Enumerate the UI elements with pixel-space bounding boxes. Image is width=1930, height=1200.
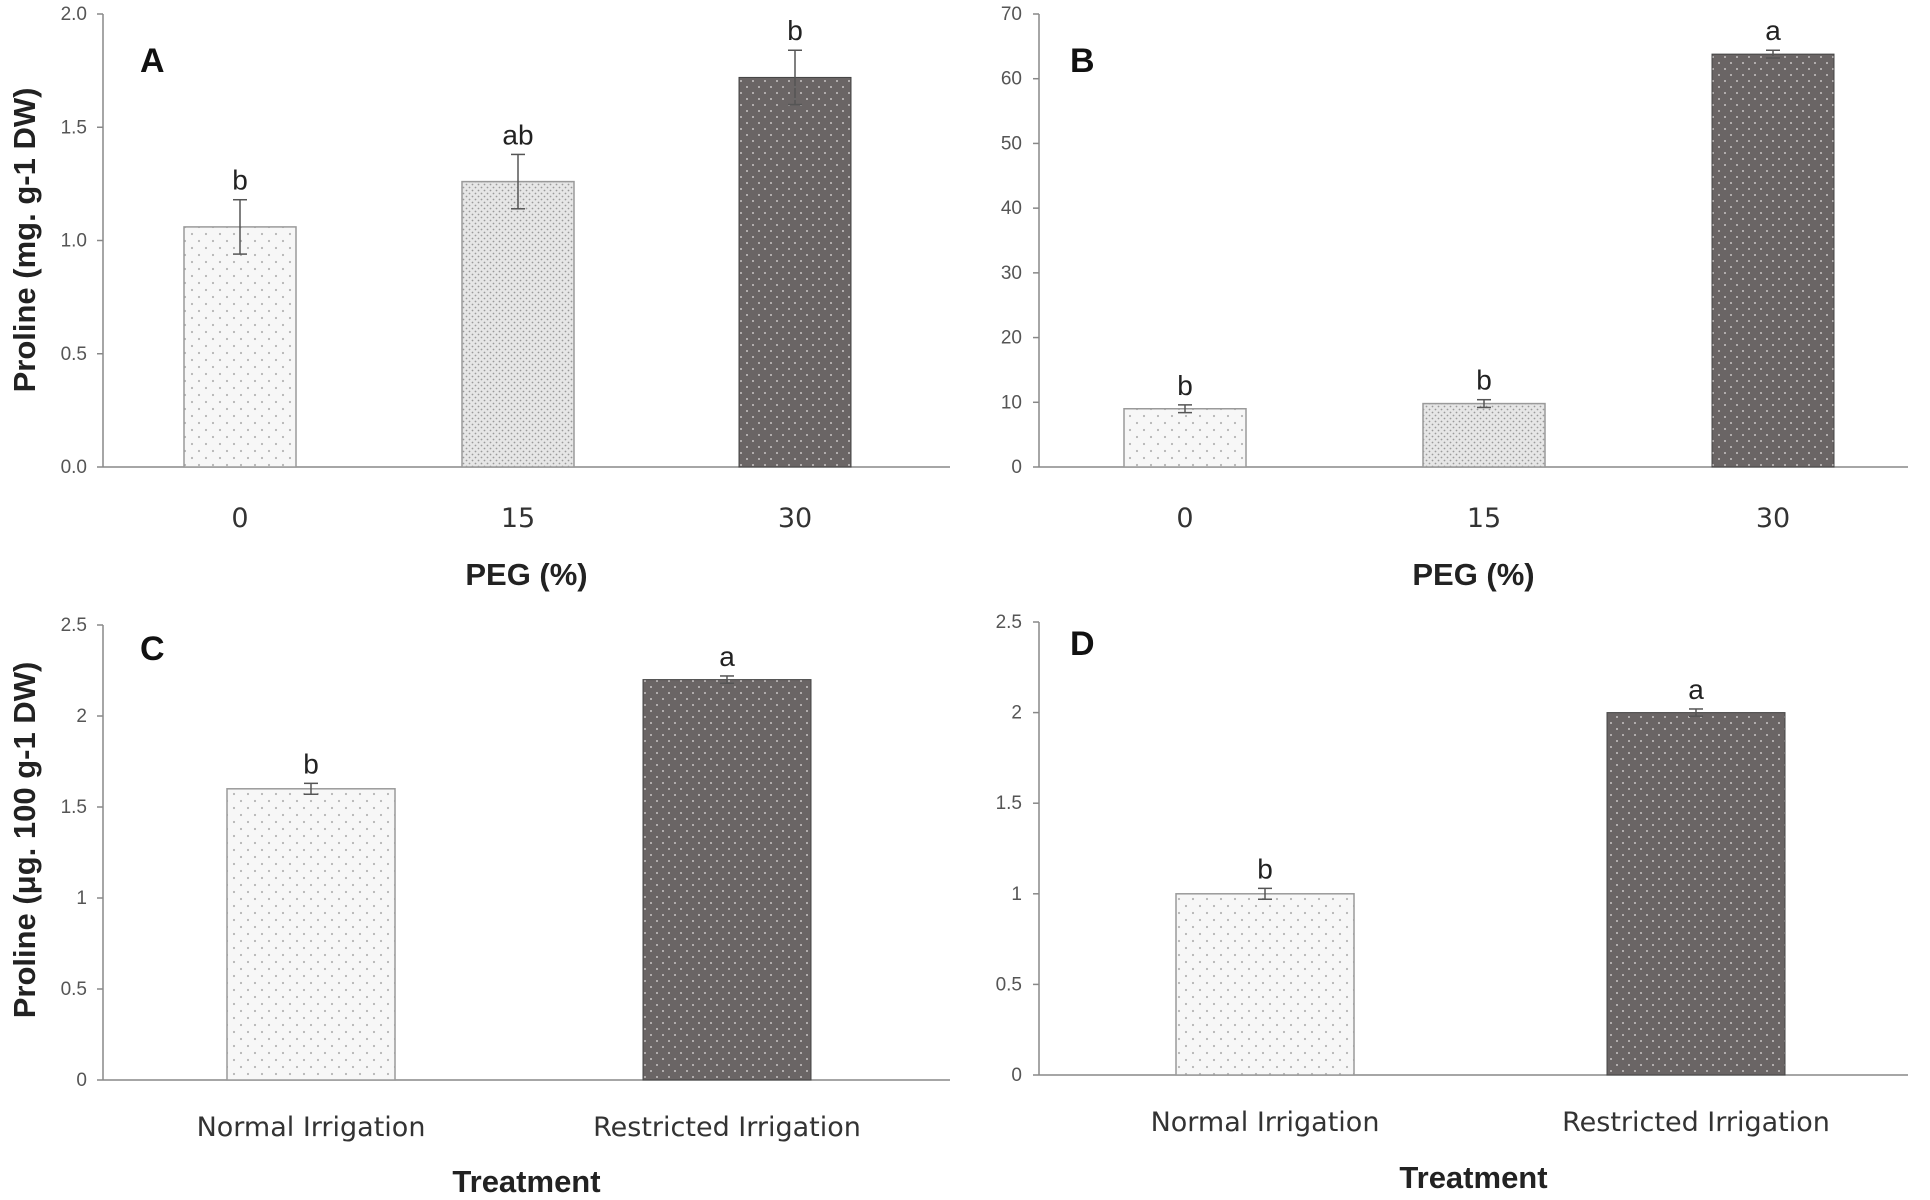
significance-label: b [787, 15, 803, 46]
bar [183, 226, 297, 468]
bar [738, 76, 852, 468]
y-tick-label: 2.5 [61, 615, 87, 636]
panel-letter: B [1070, 42, 1095, 80]
x-tick-label: Normal Irrigation [197, 1112, 426, 1143]
y-tick-label: 0.5 [61, 344, 87, 365]
x-axis-label: PEG (%) [465, 557, 587, 592]
panel-b: 0 10 20 30 40 50 60 70 b 0 b 15 a 30 PEG (%) B [1001, 4, 1908, 592]
y-tick-label: 1 [1011, 884, 1022, 905]
bar [461, 180, 575, 468]
y-tick-label: 10 [1001, 392, 1022, 413]
significance-label: ab [502, 119, 533, 150]
y-tick-label: 0.5 [996, 974, 1022, 995]
panel-a: 0.0 0.5 1.0 1.5 2.0 b 0 ab 15 b 30 PEG (%) Proline (… [7, 4, 950, 592]
x-tick-label: 0 [231, 503, 248, 534]
significance-label: b [232, 165, 248, 196]
significance-label: a [719, 641, 735, 672]
y-tick-label: 2.0 [61, 4, 87, 25]
y-tick-label: 2 [76, 706, 87, 727]
bar [226, 788, 396, 1081]
x-tick-label: Normal Irrigation [1151, 1107, 1380, 1138]
significance-label: b [1476, 365, 1492, 396]
y-axis-label: Proline (μg. 100 g-1 DW) [7, 662, 42, 1019]
x-tick-label: 15 [501, 503, 535, 534]
bar [1606, 712, 1786, 1076]
panel-c: 0 0.5 1 1.5 2 2.5 b Normal Irrigation a Restricte… [7, 615, 950, 1199]
bar [1175, 893, 1355, 1076]
y-tick-label: 60 [1001, 69, 1022, 90]
bar [1422, 402, 1546, 468]
panel-letter: D [1070, 625, 1095, 663]
x-tick-label: 15 [1467, 503, 1501, 534]
y-tick-label: 2 [1011, 703, 1022, 724]
y-tick-label: 50 [1001, 133, 1022, 154]
y-tick-label: 1.0 [61, 231, 87, 252]
y-tick-label: 1.5 [61, 797, 87, 818]
bar [1711, 53, 1835, 468]
bar [642, 679, 812, 1081]
y-tick-label: 0 [1011, 1065, 1022, 1086]
x-tick-label: 0 [1176, 503, 1193, 534]
y-tick-label: 20 [1001, 328, 1022, 349]
bar [1123, 408, 1247, 468]
panel-letter: A [140, 42, 165, 80]
x-tick-label: Restricted Irrigation [1562, 1107, 1830, 1138]
x-axis-label: PEG (%) [1412, 557, 1534, 592]
significance-label: a [1765, 15, 1781, 46]
y-tick-label: 70 [1001, 4, 1022, 25]
x-axis-label: Treatment [452, 1164, 600, 1199]
y-tick-label: 0.5 [61, 979, 87, 1000]
y-tick-label: 2.5 [996, 612, 1022, 633]
x-tick-label: 30 [778, 503, 812, 534]
y-axis-label: Proline (mg. g-1 DW) [7, 88, 42, 393]
x-axis-label: Treatment [1399, 1160, 1547, 1195]
x-tick-label: Restricted Irrigation [593, 1112, 861, 1143]
panel-d: 0 0.5 1 1.5 2 2.5 b Normal Irrigation a Restricte… [996, 612, 1908, 1195]
significance-label: b [1177, 370, 1193, 401]
y-tick-label: 1 [76, 888, 87, 909]
y-tick-label: 30 [1001, 263, 1022, 284]
x-tick-label: 30 [1756, 503, 1790, 534]
y-tick-label: 0.0 [61, 457, 87, 478]
y-tick-label: 0 [1011, 457, 1022, 478]
y-tick-label: 40 [1001, 198, 1022, 219]
y-tick-label: 1.5 [61, 117, 87, 138]
significance-label: b [1257, 853, 1273, 884]
y-tick-label: 1.5 [996, 793, 1022, 814]
panel-letter: C [140, 630, 165, 668]
significance-label: b [303, 748, 319, 779]
y-tick-label: 0 [76, 1070, 87, 1091]
significance-label: a [1688, 674, 1704, 705]
